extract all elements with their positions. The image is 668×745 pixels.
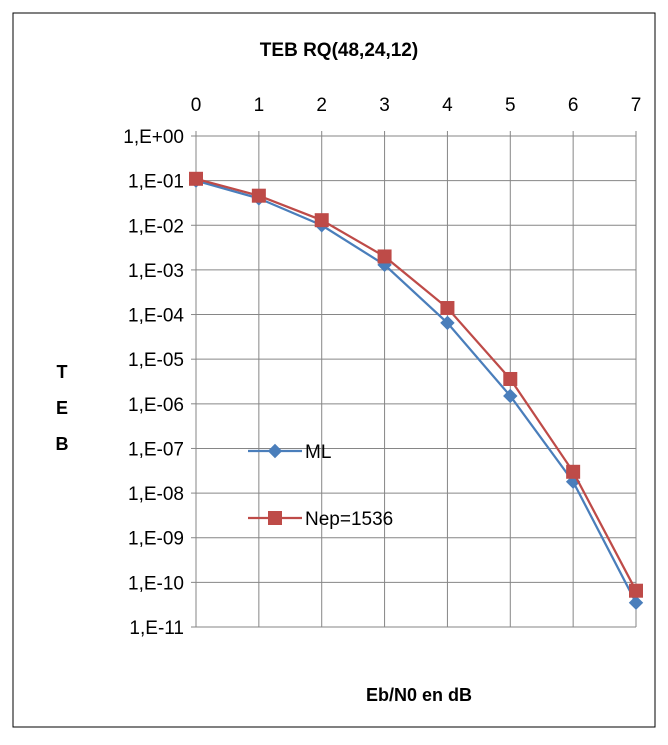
legend-label: Nep=1536 bbox=[305, 509, 393, 530]
series-nep-1536 bbox=[189, 171, 643, 598]
data-point bbox=[629, 583, 643, 598]
x-tick-label: 7 bbox=[631, 95, 642, 116]
data-point bbox=[440, 315, 455, 331]
y-tick-label: 1,E-11 bbox=[129, 618, 184, 639]
y-tick-label: 1,E-01 bbox=[128, 172, 184, 193]
data-point bbox=[566, 464, 581, 479]
data-point bbox=[628, 595, 644, 610]
y-tick-label: 1,E-05 bbox=[128, 350, 184, 371]
legend-label: ML bbox=[305, 442, 331, 463]
x-tick-label: 6 bbox=[568, 95, 579, 116]
y-tick-label: 1,E-08 bbox=[128, 484, 184, 505]
tick-labels: 1,E+00 1,E-01 1,E-02 1,E-03 1,E-04 1,E-05 1,E-… bbox=[123, 95, 641, 639]
data-point bbox=[503, 371, 518, 386]
y-axis-label-letter: E bbox=[56, 398, 68, 418]
data-point bbox=[251, 188, 266, 203]
legend-marker bbox=[268, 511, 282, 525]
y-tick-label: 1,E-02 bbox=[128, 216, 184, 237]
chart-border bbox=[12, 12, 656, 728]
y-tick-label: 1,E-03 bbox=[128, 261, 184, 282]
y-tick-label: 1,E-09 bbox=[128, 529, 184, 550]
legend-item: ML bbox=[248, 442, 331, 463]
x-tick-label: 2 bbox=[316, 95, 327, 116]
x-tick-label: 3 bbox=[379, 95, 390, 116]
legend: ML Nep=1536 bbox=[248, 442, 393, 530]
x-tick-label: 1 bbox=[254, 95, 265, 116]
y-axis-label-letter: T bbox=[57, 362, 68, 382]
data-point bbox=[503, 388, 518, 404]
y-tick-label: 1,E-10 bbox=[128, 573, 184, 594]
chart-title: TEB RQ(48,24,12) bbox=[260, 40, 418, 61]
data-point bbox=[189, 171, 203, 186]
series-line bbox=[195, 179, 637, 604]
data-point bbox=[440, 301, 455, 316]
legend-item: Nep=1536 bbox=[248, 509, 393, 530]
data-point bbox=[377, 249, 392, 264]
x-tick-label: 4 bbox=[442, 95, 453, 116]
x-tick-label: 5 bbox=[505, 95, 516, 116]
y-tick-label: 1,E-04 bbox=[128, 306, 184, 327]
x-tick-label: 0 bbox=[191, 95, 202, 116]
series-line bbox=[195, 177, 637, 592]
grid bbox=[191, 131, 637, 628]
series-layer bbox=[188, 171, 644, 610]
legend-marker bbox=[267, 443, 283, 459]
x-axis-label: Eb/N0 en dB bbox=[366, 685, 472, 705]
y-tick-label: 1,E-07 bbox=[128, 439, 184, 460]
y-axis-label-letter: B bbox=[56, 434, 69, 454]
y-tick-label: 1,E-06 bbox=[128, 395, 184, 416]
data-point bbox=[314, 213, 329, 228]
y-axis-label: TEB bbox=[56, 362, 69, 454]
y-tick-label: 1,E+00 bbox=[123, 127, 184, 148]
